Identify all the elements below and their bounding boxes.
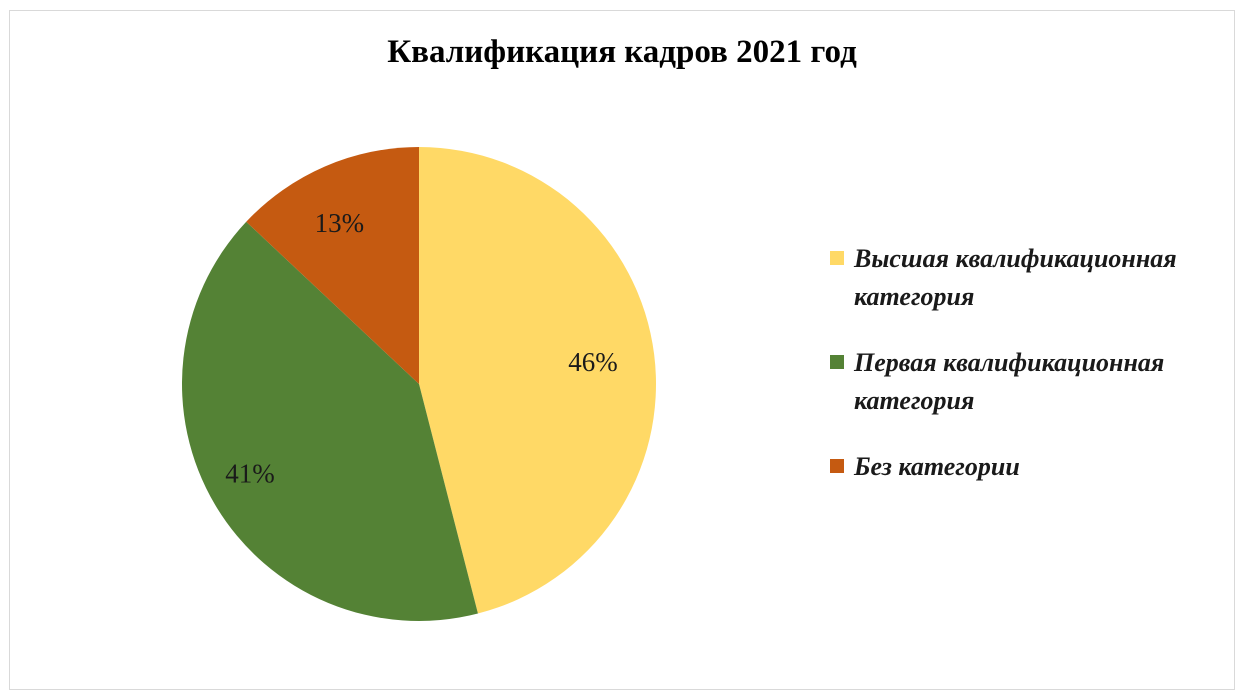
legend-swatch	[830, 459, 844, 473]
legend-item: Высшая квалификационная категория	[830, 240, 1230, 316]
pie-data-label: 46%	[568, 347, 618, 377]
legend-item: Первая квалификационная категория	[830, 344, 1230, 420]
legend: Высшая квалификационная категория Первая…	[830, 240, 1230, 514]
pie-slice	[182, 221, 478, 621]
legend-label: Высшая квалификационная категория	[854, 244, 1177, 311]
chart-title: Квалификация кадров 2021 год	[387, 34, 857, 70]
pie-slice	[246, 147, 419, 384]
legend-label: Без категории	[854, 452, 1020, 481]
legend-item: Без категории	[830, 448, 1230, 486]
legend-swatch	[830, 355, 844, 369]
pie-data-label: 13%	[315, 208, 365, 238]
pie-data-label: 41%	[225, 458, 275, 488]
legend-label: Первая квалификационная категория	[854, 348, 1165, 415]
pie-slice	[419, 147, 656, 614]
legend-swatch	[830, 251, 844, 265]
